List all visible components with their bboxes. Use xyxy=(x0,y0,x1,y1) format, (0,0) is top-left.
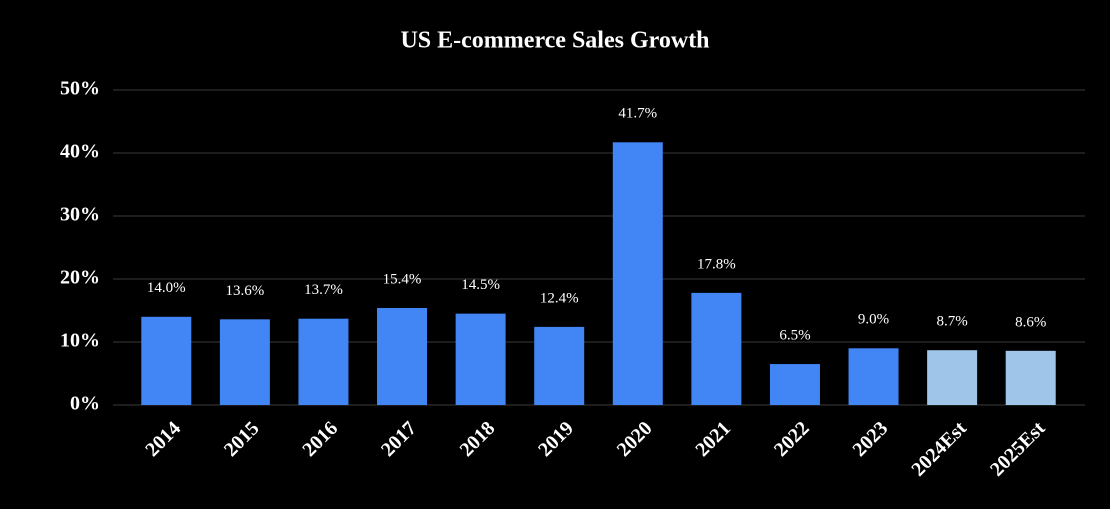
x-tick-label: 2024Est xyxy=(907,417,971,481)
data-label: 41.7% xyxy=(618,106,657,122)
bar xyxy=(455,313,506,405)
data-label: 6.5% xyxy=(779,327,810,343)
bar xyxy=(298,318,349,405)
x-tick-label: 2017 xyxy=(377,417,421,461)
x-tick-label: 2021 xyxy=(691,417,735,461)
x-tick-label: 2014 xyxy=(141,417,185,461)
bar xyxy=(219,319,270,405)
bar xyxy=(927,350,978,405)
data-label: 15.4% xyxy=(383,271,422,287)
x-tick-label: 2018 xyxy=(456,417,500,461)
x-tick-label: 2023 xyxy=(848,417,892,461)
data-label: 14.5% xyxy=(461,277,500,293)
data-label: 13.7% xyxy=(304,282,343,298)
bar xyxy=(769,364,820,405)
x-tick-label: 2019 xyxy=(534,417,578,461)
y-tick-label: 40% xyxy=(60,141,100,163)
bar xyxy=(377,307,428,405)
data-label: 17.8% xyxy=(697,256,736,272)
bar xyxy=(1005,350,1056,405)
bar xyxy=(141,316,192,405)
x-tick-label: 2016 xyxy=(298,417,342,461)
bar xyxy=(612,142,663,406)
data-label: 12.4% xyxy=(540,290,579,306)
y-tick-label: 30% xyxy=(60,204,100,226)
y-tick-label: 10% xyxy=(60,330,100,352)
x-tick-label: 2020 xyxy=(613,417,657,461)
x-tick-label: 2022 xyxy=(770,417,814,461)
chart-title: US E-commerce Sales Growth xyxy=(400,28,709,54)
data-label: 8.7% xyxy=(937,314,968,330)
data-label: 9.0% xyxy=(858,312,889,328)
y-tick-label: 20% xyxy=(60,267,100,289)
x-tick-label: 2025Est xyxy=(986,417,1050,481)
y-tick-label: 0% xyxy=(70,393,100,415)
y-tick-label: 50% xyxy=(60,78,100,100)
bar xyxy=(691,292,742,405)
bar xyxy=(848,348,899,405)
data-label: 14.0% xyxy=(147,280,186,296)
bar xyxy=(534,326,585,405)
data-label: 8.6% xyxy=(1015,314,1046,330)
x-tick-label: 2015 xyxy=(220,417,264,461)
data-label: 13.6% xyxy=(226,283,265,299)
